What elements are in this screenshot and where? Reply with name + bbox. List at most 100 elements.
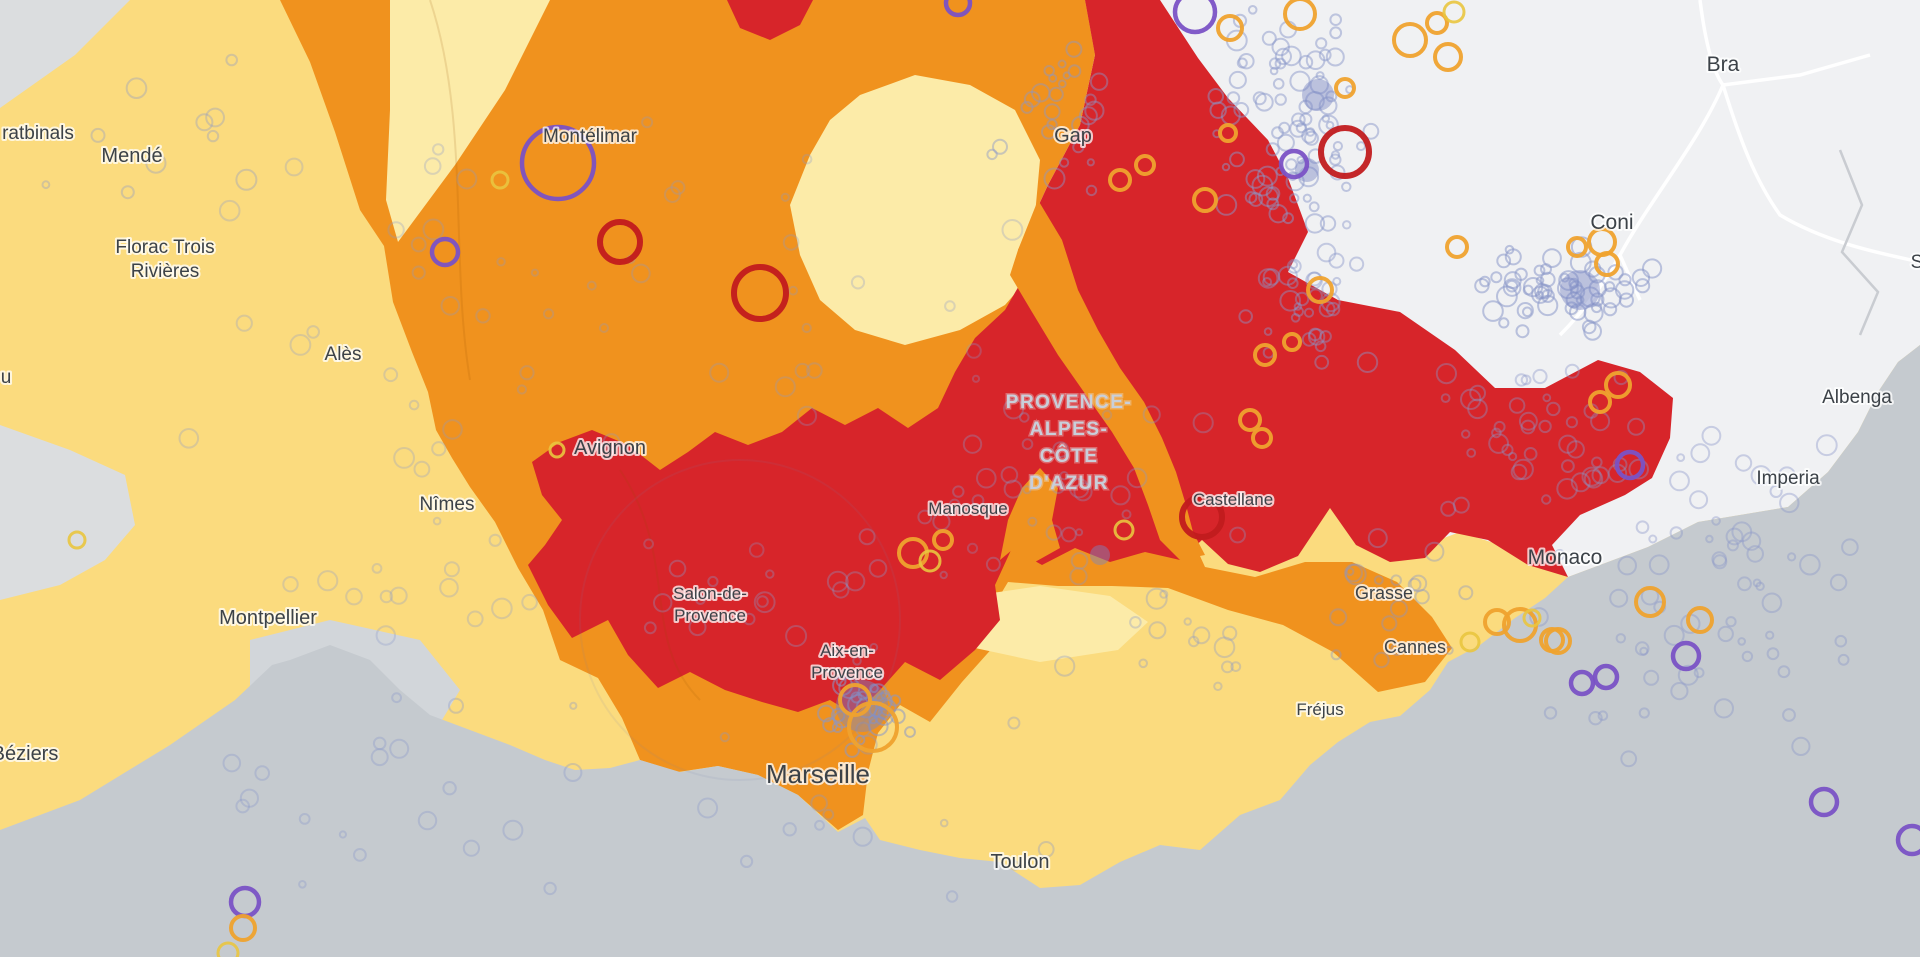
epicenter-ring-red[interactable] bbox=[1179, 494, 1225, 540]
epicenter-faint[interactable] bbox=[1268, 57, 1282, 70]
epicenter-faint[interactable] bbox=[389, 586, 408, 605]
epicenter-faint[interactable] bbox=[1059, 471, 1069, 481]
epicenter-faint[interactable] bbox=[1318, 96, 1338, 116]
epicenter-faint[interactable] bbox=[1496, 285, 1518, 308]
epicenter-faint[interactable] bbox=[317, 570, 339, 592]
epicenter-faint[interactable] bbox=[1603, 302, 1618, 317]
epicenter-faint[interactable] bbox=[375, 625, 396, 646]
epicenter-faint[interactable] bbox=[443, 561, 460, 578]
epicenter-faint[interactable] bbox=[1085, 184, 1098, 197]
epicenter-faint[interactable] bbox=[1532, 368, 1548, 385]
epicenter-faint[interactable] bbox=[1272, 78, 1285, 90]
epicenter-faint[interactable] bbox=[1279, 290, 1301, 312]
epicenter-faint[interactable] bbox=[688, 618, 707, 637]
epicenter-faint[interactable] bbox=[857, 690, 868, 701]
epicenter-faint[interactable] bbox=[456, 168, 478, 190]
epicenter-ring-yellow[interactable] bbox=[1459, 631, 1481, 653]
epicenter-ring-purple[interactable] bbox=[1172, 0, 1218, 35]
epicenter-faint[interactable] bbox=[1303, 307, 1315, 318]
epicenter-faint[interactable] bbox=[1569, 280, 1583, 294]
epicenter-faint[interactable] bbox=[939, 570, 948, 580]
epicenter-faint[interactable] bbox=[1538, 419, 1552, 434]
sea[interactable] bbox=[0, 345, 1920, 957]
epicenter-faint[interactable] bbox=[1078, 106, 1098, 126]
epicenter-faint[interactable] bbox=[1726, 539, 1739, 552]
epicenter-faint[interactable] bbox=[462, 839, 480, 857]
epicenter-ring-orange[interactable] bbox=[1306, 276, 1334, 304]
epicenter-faint[interactable] bbox=[1515, 324, 1530, 339]
epicenter-faint[interactable] bbox=[1046, 118, 1058, 131]
epicenter-faint[interactable] bbox=[785, 625, 808, 647]
epicenter-ring-orange[interactable] bbox=[1108, 168, 1132, 192]
epicenter-faint[interactable] bbox=[1533, 264, 1546, 277]
epicenter-faint[interactable] bbox=[1409, 574, 1428, 593]
epicenter-faint[interactable] bbox=[353, 848, 367, 862]
epicenter-faint[interactable] bbox=[1314, 340, 1327, 353]
epicenter-ring-orange[interactable] bbox=[1588, 390, 1612, 414]
epicenter-ring-purple[interactable] bbox=[1568, 669, 1596, 697]
epicenter-faint[interactable] bbox=[1373, 575, 1384, 585]
epicenter-faint[interactable] bbox=[1023, 90, 1041, 108]
epicenter-faint[interactable] bbox=[1591, 466, 1610, 485]
seismic-zone-red-patch[interactable] bbox=[727, 0, 813, 40]
epicenter-faint[interactable] bbox=[1048, 86, 1064, 103]
epicenter-faint[interactable] bbox=[1349, 256, 1365, 272]
epicenter-faint[interactable] bbox=[1041, 124, 1057, 140]
epicenter-ring-purple[interactable] bbox=[429, 236, 461, 268]
epicenter-faint[interactable] bbox=[1068, 478, 1090, 499]
epicenter-faint[interactable] bbox=[1287, 277, 1299, 290]
epicenter-faint[interactable] bbox=[1304, 213, 1326, 234]
epicenter-faint[interactable] bbox=[1490, 271, 1503, 284]
epicenter-faint[interactable] bbox=[1583, 469, 1604, 489]
epicenter-faint[interactable] bbox=[1229, 151, 1245, 168]
epicenter-blob[interactable] bbox=[1560, 270, 1600, 310]
epicenter-faint[interactable] bbox=[1356, 141, 1366, 152]
epicenter-faint[interactable] bbox=[205, 107, 226, 128]
epicenter-faint[interactable] bbox=[1564, 363, 1580, 379]
epicenter-faint[interactable] bbox=[1305, 50, 1326, 71]
epicenter-faint[interactable] bbox=[1791, 736, 1811, 757]
epicenter-ring-purple[interactable] bbox=[1278, 148, 1310, 180]
epicenter-faint[interactable] bbox=[1238, 309, 1253, 324]
epicenter-faint[interactable] bbox=[1031, 83, 1051, 103]
epicenter-faint[interactable] bbox=[239, 788, 259, 808]
epicenter-faint[interactable] bbox=[417, 810, 438, 831]
epicenter-faint[interactable] bbox=[1711, 551, 1727, 567]
epicenter-ring-yellow[interactable] bbox=[216, 941, 240, 957]
epicenter-faint[interactable] bbox=[1314, 354, 1330, 370]
epicenter-faint[interactable] bbox=[1701, 425, 1722, 446]
epicenter-faint[interactable] bbox=[1628, 458, 1649, 480]
epicenter-faint[interactable] bbox=[1389, 599, 1408, 618]
epicenter-faint[interactable] bbox=[1498, 317, 1510, 329]
epicenter-faint[interactable] bbox=[1508, 451, 1518, 462]
epicenter-faint[interactable] bbox=[602, 433, 621, 451]
epicenter-faint[interactable] bbox=[1048, 73, 1058, 83]
epicenter-faint[interactable] bbox=[1344, 563, 1367, 586]
epicenter-faint[interactable] bbox=[855, 721, 871, 738]
epicenter-faint[interactable] bbox=[976, 467, 997, 489]
epicenter-faint[interactable] bbox=[1294, 291, 1310, 307]
epicenter-faint[interactable] bbox=[1325, 90, 1338, 103]
epicenter-ring-orange[interactable] bbox=[1192, 187, 1218, 213]
epicenter-faint[interactable] bbox=[1755, 581, 1765, 591]
epicenter-faint[interactable] bbox=[345, 587, 363, 606]
epicenter-faint[interactable] bbox=[1289, 119, 1308, 138]
epicenter-faint[interactable] bbox=[1238, 53, 1255, 70]
epicenter-faint[interactable] bbox=[850, 275, 866, 290]
epicenter-faint[interactable] bbox=[1566, 440, 1585, 459]
epicenter-faint[interactable] bbox=[1101, 409, 1113, 421]
epicenter-faint[interactable] bbox=[1815, 434, 1838, 457]
epicenter-faint[interactable] bbox=[1084, 100, 1105, 121]
epicenter-faint[interactable] bbox=[1043, 103, 1061, 120]
epicenter-faint[interactable] bbox=[1523, 447, 1538, 461]
epicenter-faint[interactable] bbox=[1669, 526, 1684, 540]
epicenter-ring-orange[interactable] bbox=[1433, 42, 1463, 72]
epicenter-faint[interactable] bbox=[1479, 275, 1491, 288]
epicenter-faint[interactable] bbox=[1648, 554, 1670, 576]
epicenter-ring-red[interactable] bbox=[1318, 125, 1372, 179]
epicenter-faint[interactable] bbox=[1734, 454, 1753, 472]
epicenter-faint[interactable] bbox=[1725, 616, 1737, 628]
epicenter-faint[interactable] bbox=[1531, 285, 1550, 304]
epicenter-faint[interactable] bbox=[1546, 401, 1561, 417]
epicenter-faint[interactable] bbox=[1834, 634, 1848, 648]
